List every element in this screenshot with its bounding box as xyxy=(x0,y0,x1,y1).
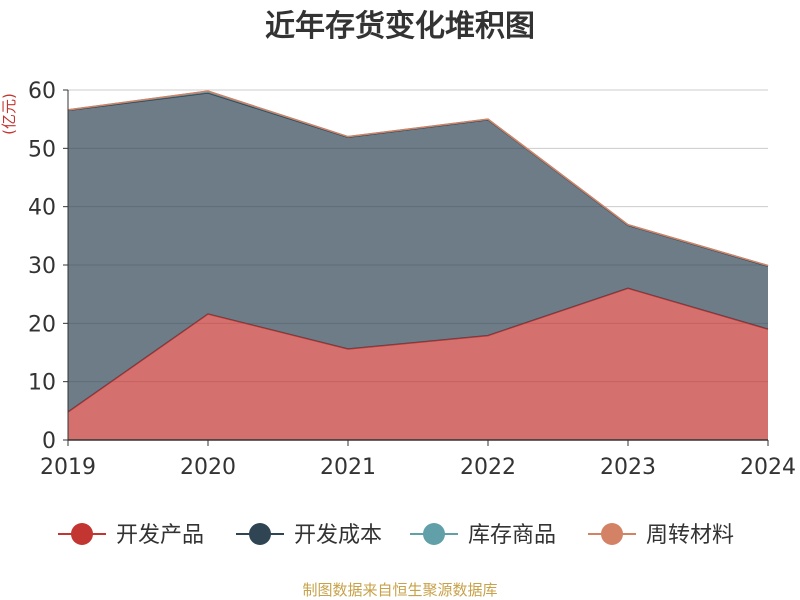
x-tick-label: 2024 xyxy=(740,455,796,480)
legend-label: 开发产品 xyxy=(116,523,204,548)
legend-label: 周转材料 xyxy=(646,523,734,548)
legend-item-开发成本[interactable]: 开发成本 xyxy=(236,523,382,548)
legend-marker xyxy=(71,523,93,545)
legend-marker xyxy=(249,523,271,545)
legend-label: 库存商品 xyxy=(468,523,556,548)
x-tick-label: 2020 xyxy=(180,455,236,480)
axes: 0 10 20 30 40 50 60 2019 2020 2021 2022 2023 2024 xyxy=(28,79,796,480)
legend-item-库存商品[interactable]: 库存商品 xyxy=(410,523,556,548)
data-source-note: 制图数据来自恒生聚源数据库 xyxy=(302,581,497,599)
y-tick-label: 40 xyxy=(28,196,56,221)
x-tick-label: 2023 xyxy=(600,455,656,480)
y-tick-label: 0 xyxy=(42,429,56,454)
x-tick-label: 2019 xyxy=(40,455,96,480)
y-tick-label: 50 xyxy=(28,137,56,162)
area-开发产品 xyxy=(68,288,768,440)
legend-marker xyxy=(601,523,623,545)
legend[interactable]: 开发产品 开发成本 库存商品 周转材料 xyxy=(58,523,734,548)
y-tick-label: 30 xyxy=(28,254,56,279)
legend-label: 开发成本 xyxy=(294,523,382,548)
area-开发成本 xyxy=(68,92,768,413)
area-series xyxy=(67,90,769,440)
legend-marker xyxy=(423,523,445,545)
y-tick-label: 60 xyxy=(28,79,56,104)
chart-title: 近年存货变化堆积图 xyxy=(265,9,535,44)
y-axis-label: (亿元) xyxy=(0,93,18,135)
y-tick-label: 20 xyxy=(28,312,56,337)
x-tick-label: 2022 xyxy=(460,455,516,480)
y-tick-label: 10 xyxy=(28,371,56,396)
legend-item-开发产品[interactable]: 开发产品 xyxy=(58,523,204,548)
x-tick-label: 2021 xyxy=(320,455,376,480)
legend-item-周转材料[interactable]: 周转材料 xyxy=(588,523,734,548)
series-line-周转材料 xyxy=(67,90,769,267)
